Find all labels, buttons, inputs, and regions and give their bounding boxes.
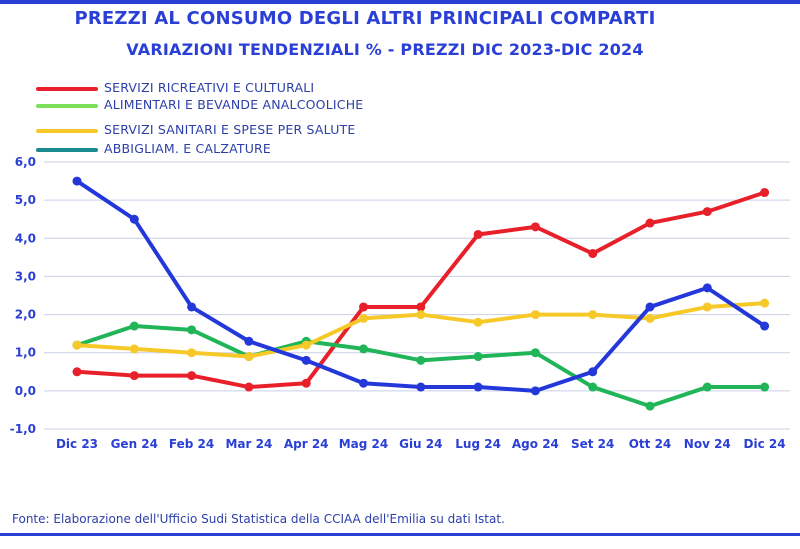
data-point [187,302,197,312]
data-point [301,378,311,388]
x-tick-label: Mar 24 [225,437,272,451]
data-point [359,378,368,388]
x-tick-label: Lug 24 [455,437,501,451]
y-tick-label: 5,0 [15,193,36,207]
data-point [244,352,254,362]
legend-swatch [36,148,98,152]
x-tick-label: Ago 24 [512,437,559,451]
data-point [187,348,197,358]
y-tick-label: -1,0 [10,422,36,436]
x-tick-label: Dic 23 [56,437,98,451]
data-point [301,340,311,350]
data-point [473,382,483,392]
data-point [473,317,483,327]
data-point [187,325,197,335]
data-point [187,371,197,381]
data-point [129,321,139,331]
data-point [588,382,598,392]
data-point [416,310,426,320]
legend-label: SERVIZI SANITARI E SPESE PER SALUTE [104,122,356,137]
data-point [645,313,655,323]
data-point [72,176,82,186]
top-border [0,0,800,4]
data-point [588,249,598,259]
y-tick-label: 2,0 [15,308,36,322]
data-point [359,313,368,323]
legend-label: ABBIGLIAM. E CALZATURE [104,141,272,156]
data-point [416,355,426,365]
data-point [416,382,426,392]
data-point [530,386,540,396]
data-point [702,207,712,217]
data-point [530,222,540,232]
x-tick-label: Gen 24 [111,437,158,451]
data-point [588,367,598,377]
legend-swatch [36,87,98,91]
x-tick-label: Mag 24 [339,437,389,451]
x-tick-label: Set 24 [571,437,614,451]
data-point [72,367,82,377]
data-point [702,283,712,293]
x-tick-label: Giu 24 [399,437,442,451]
x-tick-label: Dic 24 [744,437,786,451]
chart-title: PREZZI AL CONSUMO DEGLI ALTRI PRINCIPALI… [74,8,656,29]
y-tick-label: 6,0 [15,155,36,169]
data-point [760,321,770,331]
data-point [129,214,139,224]
data-point [760,382,770,392]
data-point [244,336,254,346]
x-tick-label: Nov 24 [684,437,731,451]
source-note: Fonte: Elaborazione dell'Ufficio Sudi St… [12,512,505,526]
x-tick-label: Ott 24 [629,437,672,451]
chart-subtitle: VARIAZIONI TENDENZIALI % - PREZZI DIC 20… [126,40,644,59]
data-point [702,382,712,392]
data-point [244,382,254,392]
data-point [760,298,770,308]
data-point [645,302,655,312]
data-point [588,310,598,320]
data-point [359,302,368,312]
bottom-border [0,533,800,536]
data-point [702,302,712,312]
y-tick-label: 3,0 [15,269,36,283]
data-point [473,229,483,239]
data-point [359,344,368,354]
data-point [530,310,540,320]
series-line-1 [75,324,767,409]
y-tick-label: 1,0 [15,346,36,360]
data-point [645,218,655,228]
x-tick-label: Apr 24 [284,437,329,451]
y-tick-label: 0,0 [15,384,36,398]
data-point [760,188,770,198]
data-point [645,401,655,411]
data-point [129,371,139,381]
data-point [129,344,139,354]
data-point [416,302,426,312]
data-point [72,340,82,350]
data-point [530,348,540,358]
legend-label: SERVIZI RICREATIVI E CULTURALI [104,80,315,95]
legend-swatch [36,104,98,108]
data-point [473,352,483,362]
x-tick-label: Feb 24 [169,437,214,451]
y-tick-label: 4,0 [15,231,36,245]
legend-swatch [36,129,98,133]
data-point [301,355,311,365]
legend-label: ALIMENTARI E BEVANDE ANALCOOLICHE [104,97,364,112]
